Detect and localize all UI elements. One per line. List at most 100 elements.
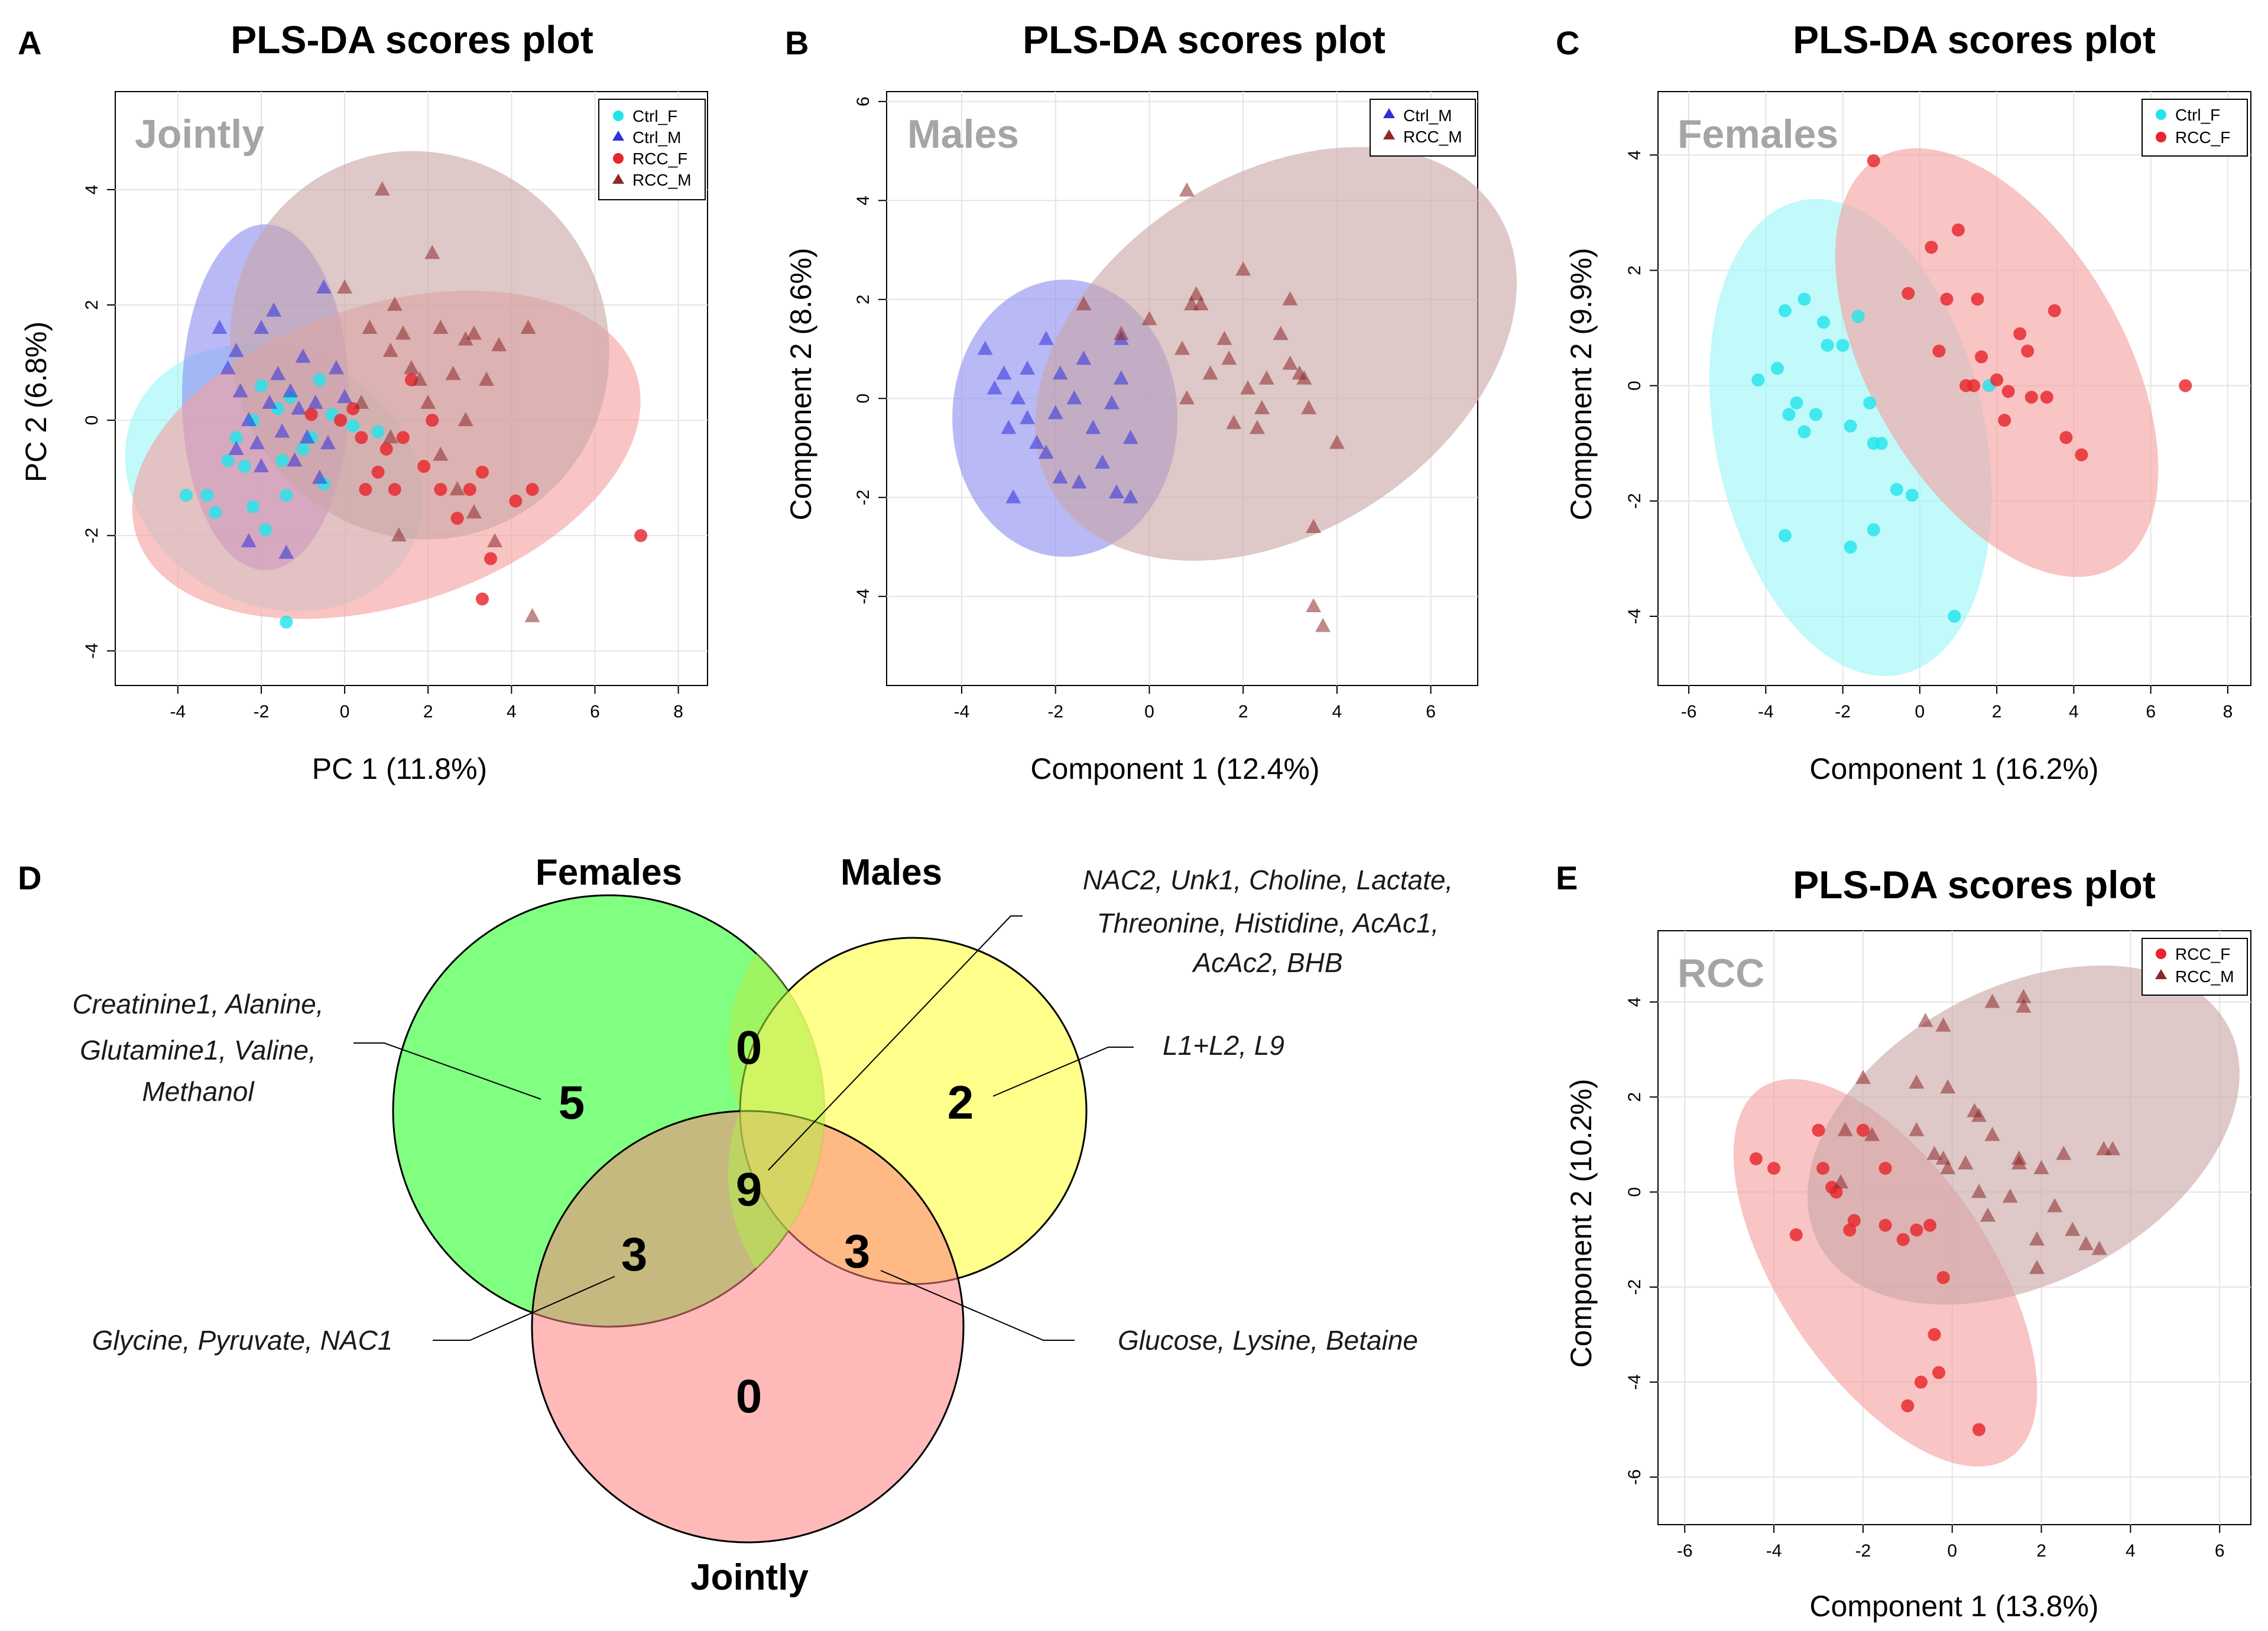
y-tick-label-b: 2 [854, 294, 873, 304]
data-point-rcc-m [2011, 1155, 2027, 1169]
x-tick-label-c: 4 [2069, 702, 2079, 722]
data-point-ctrl-m [291, 400, 307, 415]
x-tick-label-e: -2 [1855, 1541, 1871, 1561]
venn-count-jointly-only: 0 [736, 1370, 763, 1422]
data-point-rcc-f [1967, 379, 1981, 392]
data-point-ctrl-f [1874, 437, 1888, 450]
data-point-rcc-f [1923, 1219, 1937, 1232]
data-point-rcc-m [1980, 1207, 1996, 1222]
data-point-ctrl-m [262, 394, 278, 409]
data-point-rcc-f [2013, 327, 2027, 340]
data-point-rcc-m [524, 607, 540, 622]
data-point-ctrl-f [209, 506, 222, 519]
data-point-rcc-m [1254, 400, 1270, 414]
data-point-rcc-m [1935, 1150, 1951, 1165]
data-point-rcc-m [1221, 350, 1237, 365]
venn-annotation-females-only-line-1: Creatinine1, Alanine, [72, 989, 323, 1019]
data-point-ctrl-f [346, 419, 360, 433]
data-point-ctrl-m [320, 435, 336, 450]
ellipses-e [1733, 965, 2240, 1467]
legend-label-e-rcc-m: RCC_M [2175, 967, 2234, 986]
x-tick-label-c: 2 [1992, 702, 2002, 722]
venn-count-females-males: 0 [736, 1021, 763, 1074]
data-point-rcc-m [1258, 370, 1274, 385]
data-point-rcc-f [1878, 1162, 1892, 1175]
data-point-rcc-m [1076, 296, 1092, 311]
data-point-ctrl-m [1028, 434, 1044, 449]
data-point-rcc-m [2016, 998, 2032, 1013]
data-point-rcc-m [1909, 1122, 1925, 1136]
data-point-rcc-f [1902, 287, 1915, 300]
venn-annotation-males-jointly: Glucose, Lysine, Betaine [1118, 1325, 1418, 1356]
data-point-ctrl-f [246, 500, 259, 514]
data-point-rcc-m [2029, 1259, 2045, 1274]
data-point-rcc-m [1837, 1122, 1853, 1136]
y-tick-label-e: -4 [1625, 1374, 1644, 1390]
data-point-ctrl-m [1066, 390, 1082, 405]
data-point-rcc-m [433, 446, 449, 461]
y-tick-label-e: -2 [1625, 1279, 1644, 1295]
venn-label-jointly: Jointly [690, 1557, 809, 1598]
x-tick-label-a: 4 [507, 702, 517, 722]
watermark-e: RCC [1678, 951, 1764, 996]
legend-marker-c-rcc-f [2156, 132, 2166, 142]
data-point-ctrl-m [1020, 410, 1036, 424]
data-point-rcc-m [2047, 1198, 2063, 1213]
venn-count-females-only: 5 [559, 1076, 585, 1129]
legend-label-e-rcc-f: RCC_F [2175, 945, 2230, 963]
confidence-ellipse-rcc-m [1807, 965, 2240, 1305]
x-tick-label-a: 8 [673, 702, 683, 722]
data-point-rcc-m [458, 412, 473, 427]
x-tick-label-e: 4 [2126, 1541, 2136, 1561]
data-point-rcc-m [382, 429, 398, 444]
legend-label-b-ctrl-m: Ctrl_M [1403, 106, 1452, 125]
chart-title-c: PLS-DA scores plot [1793, 18, 2156, 61]
data-point-rcc-m [445, 366, 461, 381]
data-point-rcc-f [1914, 1375, 1928, 1389]
data-point-rcc-f [450, 512, 464, 525]
y-tick-label-a: -4 [82, 643, 102, 659]
data-point-rcc-m [1909, 1074, 1925, 1089]
data-point-rcc-f [1901, 1399, 1915, 1412]
confidence-ellipse-rcc-m [1035, 147, 1517, 561]
venn-annotation-all-line-2: Threonine, Histidine, AcAc1, [1097, 908, 1439, 938]
watermark-b: Males [907, 112, 1019, 157]
data-point-rcc-f [1829, 1185, 1843, 1199]
data-point-rcc-f [1896, 1233, 1910, 1246]
data-point-rcc-m [424, 245, 440, 259]
venn-annotation-females-only-line-3: Methanol [142, 1076, 255, 1107]
data-point-rcc-f [1998, 414, 2011, 427]
data-point-ctrl-m [337, 389, 353, 404]
data-point-rcc-m [1235, 261, 1251, 276]
y-tick-label-c: 4 [1625, 150, 1644, 160]
x-tick-label-b: 6 [1426, 702, 1436, 722]
data-point-rcc-f [1910, 1223, 1923, 1237]
data-point-rcc-m [479, 371, 495, 386]
data-point-rcc-m [1864, 1126, 1880, 1141]
y-tick-label-a: 2 [82, 300, 102, 310]
legend-label-a-ctrl-m: Ctrl_M [632, 128, 681, 147]
venn-annotation-males-only: L1+L2, L9 [1163, 1030, 1284, 1061]
data-point-rcc-f [2001, 385, 2015, 398]
venn-count-males-only: 2 [948, 1076, 974, 1129]
x-tick-label-b: 4 [1332, 702, 1342, 722]
venn-annotation-females-jointly: Glycine, Pyruvate, NAC1 [92, 1325, 393, 1356]
data-point-rcc-f [484, 552, 498, 566]
data-point-ctrl-m [1104, 395, 1120, 410]
x-axis-label-c: Component 1 (16.2%) [1809, 752, 2098, 785]
data-point-ctrl-f [1778, 529, 1792, 542]
data-point-ctrl-m [1095, 454, 1111, 469]
y-tick-label-e: 2 [1625, 1092, 1644, 1102]
data-point-ctrl-m [212, 320, 228, 334]
data-point-rcc-m [2016, 989, 2032, 1003]
venn-count-males-jointly: 3 [844, 1225, 871, 1278]
data-point-ctrl-m [278, 544, 294, 559]
data-point-rcc-m [1971, 1184, 1987, 1198]
panel-letter-d: D [18, 859, 41, 896]
data-point-ctrl-m [996, 365, 1012, 380]
legend-marker-e-rcc-f [2156, 948, 2166, 959]
venn-count-females-jointly: 3 [621, 1228, 648, 1281]
legend-marker-b-ctrl-m [1383, 108, 1395, 118]
data-point-rcc-m [1329, 434, 1345, 449]
data-point-ctrl-f [296, 442, 310, 456]
